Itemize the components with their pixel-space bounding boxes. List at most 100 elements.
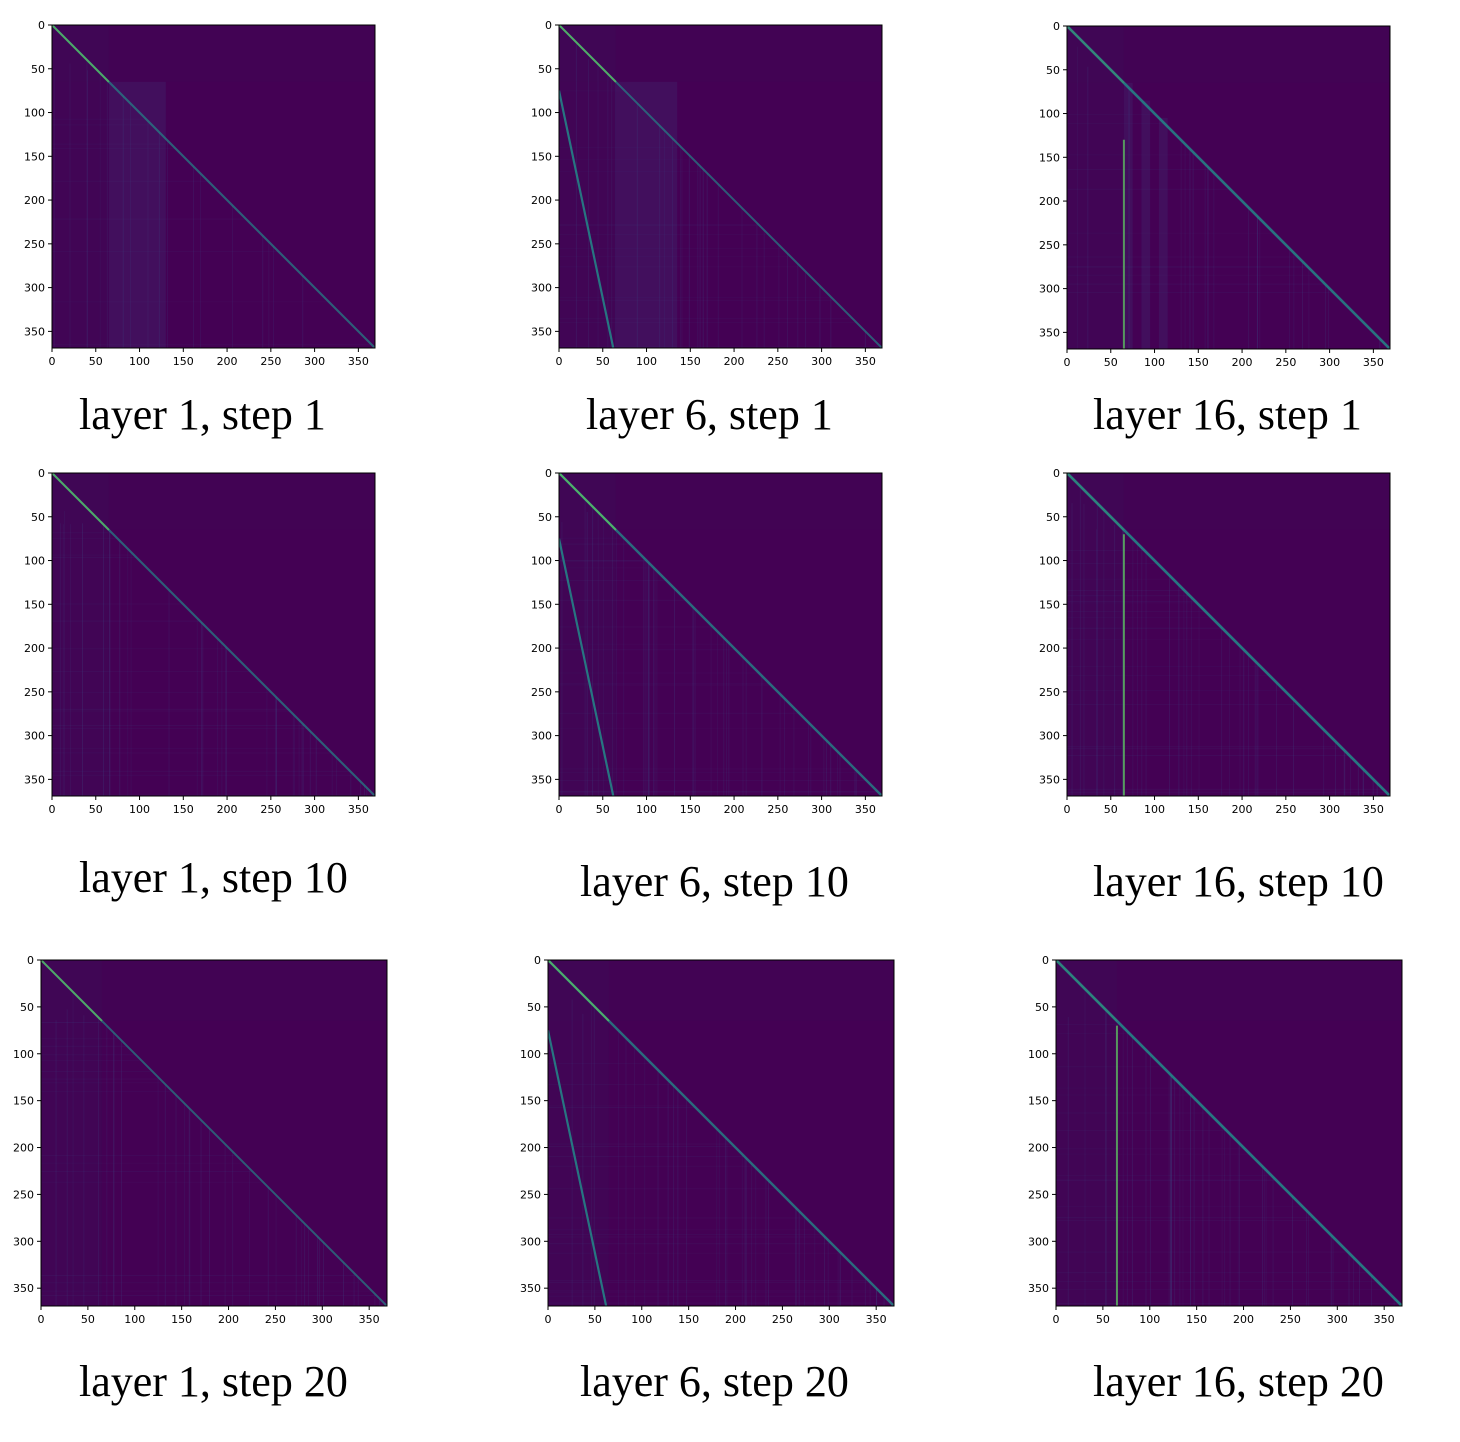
y-tick-label: 150 bbox=[24, 598, 45, 611]
chart-caption: layer 16, step 1 bbox=[1093, 390, 1362, 439]
heatmap-panel-layer-6-step-1: 0 50 100 150 200 250 300 350 0 50 100 150 200 250 300 3… bbox=[490, 0, 970, 460]
y-tick-label: 350 bbox=[1039, 326, 1060, 339]
chart-caption: layer 1, step 10 bbox=[79, 853, 348, 902]
x-tick-label: 200 bbox=[218, 1313, 239, 1326]
axes-frame bbox=[40, 959, 388, 1307]
heatmap-panel-layer-6-step-10: 0 50 100 150 200 250 300 350 0 50 100 150 200 250 300 3… bbox=[490, 450, 970, 920]
x-tick-label: 250 bbox=[260, 355, 281, 368]
chart-caption: layer 6, step 10 bbox=[580, 857, 849, 906]
x-tick-label: 50 bbox=[596, 803, 610, 816]
y-tick-label: 250 bbox=[24, 686, 45, 699]
x-tick-label: 350 bbox=[866, 1313, 887, 1326]
heatmap-panel-layer-6-step-20: 0 50 100 150 200 250 300 350 0 50 100 150 200 250 300 3… bbox=[490, 940, 970, 1440]
heatmap-chart: 0 50 100 150 200 250 300 350 0 50 100 150 200 250 300 3… bbox=[24, 19, 376, 368]
heatmap-vertical-stripe bbox=[1123, 82, 1133, 349]
x-tick-label: 0 bbox=[49, 355, 56, 368]
heatmap-plot-area bbox=[548, 960, 894, 1306]
y-tick-label: 100 bbox=[24, 555, 45, 568]
heatmap-prefix-column-region bbox=[559, 25, 616, 348]
y-tick-label: 100 bbox=[531, 107, 552, 120]
y-tick-label: 100 bbox=[1028, 1048, 1049, 1061]
y-tick-label: 300 bbox=[520, 1235, 541, 1248]
x-tick-label: 150 bbox=[173, 803, 194, 816]
y-tick-label: 300 bbox=[531, 730, 552, 743]
x-tick-label: 0 bbox=[545, 1313, 552, 1326]
axes-frame bbox=[51, 24, 376, 349]
x-tick-label: 350 bbox=[855, 355, 876, 368]
heatmap-prefix-column-region bbox=[41, 960, 102, 1306]
y-tick-label: 250 bbox=[24, 238, 45, 251]
heatmap-plot-area bbox=[52, 473, 375, 796]
heatmap-panel-layer-1-step-1: 0 50 100 150 200 250 300 350 0 50 100 150 200 250 300 3… bbox=[0, 0, 480, 460]
chart-caption: layer 1, step 1 bbox=[79, 390, 326, 439]
heatmap-plot-area bbox=[1067, 473, 1390, 796]
heatmap-slanted-band bbox=[548, 1030, 608, 1306]
y-tick-label: 250 bbox=[13, 1188, 34, 1201]
x-tick-label: 50 bbox=[1104, 803, 1118, 816]
heatmap-early-diagonal bbox=[1067, 473, 1125, 531]
y-tick-label: 300 bbox=[1039, 730, 1060, 743]
heatmap-panel-layer-16-step-1: 0 50 100 150 200 250 300 350 0 50 100 150 200 250 300 3… bbox=[980, 0, 1460, 460]
heatmap-prefix-row-region bbox=[559, 473, 882, 530]
y-tick-label: 250 bbox=[1039, 686, 1060, 699]
heatmap-early-diagonal bbox=[548, 960, 610, 1022]
y-tick-label: 100 bbox=[520, 1048, 541, 1061]
heatmap-plot-area bbox=[41, 960, 387, 1306]
x-tick-label: 0 bbox=[1064, 803, 1071, 816]
heatmap-panel-layer-1-step-20: 0 50 100 150 200 250 300 350 0 50 100 150 200 250 300 3… bbox=[0, 940, 480, 1440]
y-tick-label: 0 bbox=[534, 954, 541, 967]
heatmap-chart: 0 50 100 150 200 250 300 350 0 50 100 150 200 250 300 3… bbox=[24, 467, 376, 816]
x-tick-label: 0 bbox=[49, 803, 56, 816]
axes-frame bbox=[51, 472, 376, 797]
x-tick-label: 100 bbox=[636, 803, 657, 816]
x-tick-label: 100 bbox=[1139, 1313, 1160, 1326]
y-tick-label: 150 bbox=[1028, 1095, 1049, 1108]
x-tick-label: 150 bbox=[680, 803, 701, 816]
x-tick-label: 150 bbox=[171, 1313, 192, 1326]
heatmap-prefix-column-region bbox=[1056, 960, 1117, 1306]
x-tick-label: 200 bbox=[217, 803, 238, 816]
heatmap-plot-area bbox=[1056, 960, 1402, 1306]
y-tick-label: 50 bbox=[527, 1001, 541, 1014]
heatmap-plot-area bbox=[559, 25, 882, 348]
heatmap-prefix-column-region bbox=[559, 473, 616, 796]
y-tick-label: 100 bbox=[531, 555, 552, 568]
y-tick-label: 250 bbox=[531, 238, 552, 251]
heatmap-slanted-band bbox=[559, 538, 615, 796]
heatmap-chart: 0 50 100 150 200 250 300 350 0 50 100 150 200 250 300 3… bbox=[13, 954, 388, 1326]
chart-caption: layer 6, step 1 bbox=[586, 390, 833, 439]
x-tick-label: 100 bbox=[129, 803, 150, 816]
heatmap-prefix-column-region bbox=[548, 960, 609, 1306]
heatmap-main-diagonal bbox=[1067, 473, 1390, 796]
heatmap-early-diagonal bbox=[559, 473, 617, 531]
y-tick-label: 50 bbox=[20, 1001, 34, 1014]
x-tick-label: 50 bbox=[1104, 356, 1118, 369]
y-tick-label: 150 bbox=[531, 598, 552, 611]
x-tick-label: 50 bbox=[89, 355, 103, 368]
y-tick-label: 0 bbox=[27, 954, 34, 967]
chart-caption: layer 16, step 10 bbox=[1093, 857, 1384, 906]
y-tick-label: 250 bbox=[1039, 239, 1060, 252]
x-tick-label: 250 bbox=[1275, 356, 1296, 369]
x-tick-label: 100 bbox=[636, 355, 657, 368]
x-tick-label: 350 bbox=[1363, 356, 1384, 369]
x-tick-label: 100 bbox=[631, 1313, 652, 1326]
heatmap-plot-area bbox=[52, 25, 375, 348]
y-tick-label: 350 bbox=[13, 1282, 34, 1295]
x-tick-label: 250 bbox=[260, 803, 281, 816]
heatmap-main-diagonal bbox=[1056, 960, 1402, 1306]
y-tick-label: 200 bbox=[24, 642, 45, 655]
x-tick-label: 350 bbox=[348, 803, 369, 816]
y-tick-label: 300 bbox=[531, 282, 552, 295]
x-tick-label: 150 bbox=[173, 355, 194, 368]
y-tick-label: 300 bbox=[1028, 1235, 1049, 1248]
x-tick-label: 50 bbox=[89, 803, 103, 816]
heatmap-panel-layer-16-step-10: 0 50 100 150 200 250 300 350 0 50 100 150 200 250 300 3… bbox=[980, 450, 1460, 920]
y-tick-label: 350 bbox=[24, 325, 45, 338]
axes-frame bbox=[547, 959, 895, 1307]
heatmap-prefix-row-region bbox=[52, 25, 375, 82]
x-tick-label: 100 bbox=[1144, 803, 1165, 816]
heatmap-prefix-column-region bbox=[1067, 473, 1124, 796]
y-tick-label: 0 bbox=[1042, 954, 1049, 967]
x-tick-label: 150 bbox=[1188, 803, 1209, 816]
